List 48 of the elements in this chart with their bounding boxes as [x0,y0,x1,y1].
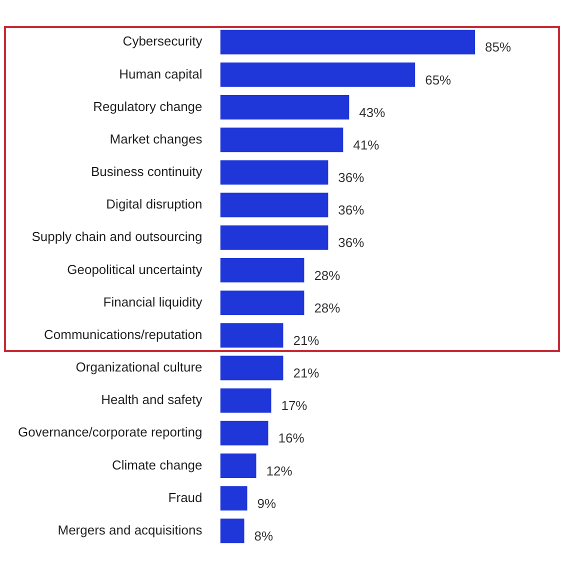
data-label: 65% [425,72,452,88]
y-tick-label: Digital disruption [106,196,202,212]
y-tick-label: Regulatory change [93,98,202,114]
bar [220,258,304,282]
bar [220,62,416,87]
data-label: 85% [485,40,512,55]
bar [220,290,304,316]
data-label: 36% [338,170,365,186]
data-label: 28% [314,300,341,316]
y-tick-label: Communications/reputation [44,326,202,342]
y-tick-label: Climate change [112,457,202,472]
data-label: 9% [257,496,276,511]
bar [220,160,328,185]
data-label: 8% [254,528,274,544]
bar [220,95,350,120]
bar [220,192,328,218]
y-tick-label: Human capital [119,66,202,82]
y-tick-label: Fraud [168,490,202,505]
y-tick-label: Business continuity [90,164,203,180]
data-label: 43% [359,104,386,120]
bar [220,388,272,413]
data-label: 12% [266,463,293,478]
y-tick-label: Mergers and acquisitions [58,522,203,538]
y-tick-label: Market changes [110,131,203,146]
data-label: 36% [338,235,365,250]
bar [220,323,284,348]
bar [220,420,268,446]
y-tick-label: Organizational culture [76,360,202,375]
bar [220,454,256,478]
data-label: 17% [281,398,308,414]
y-tick-label: Supply chain and outsourcing [32,229,202,244]
y-tick-label: Cybersecurity [122,34,203,49]
y-tick-label: Governance/corporate reporting [18,424,202,440]
data-label: 41% [353,137,380,152]
y-tick-label: Geopolitical uncertainty [67,262,203,277]
bar [220,356,284,380]
bar [220,128,344,152]
y-tick-label: Health and safety [101,392,203,408]
data-label: 36% [338,202,365,218]
bar [220,518,244,544]
bar [220,30,476,54]
bar [220,486,248,511]
data-label: 28% [314,268,341,283]
y-tick-label: Financial liquidity [103,294,203,310]
bar [220,225,328,250]
data-label: 21% [293,366,320,381]
data-label: 16% [278,430,305,446]
data-label: 21% [293,332,320,348]
